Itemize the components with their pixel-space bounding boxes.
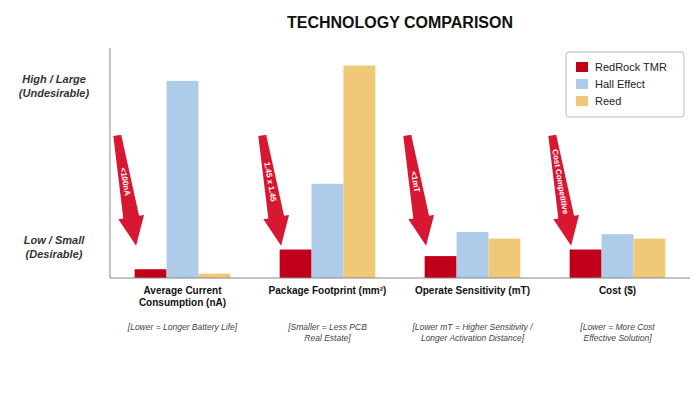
annotation-arrow-group: <1mT (394, 133, 438, 248)
bar (488, 239, 520, 278)
bar (312, 184, 344, 278)
legend-swatch (576, 62, 588, 72)
y-axis-line (110, 48, 111, 278)
legend-box (566, 52, 684, 117)
category-note: [Smaller = Less PCBReal Estate] (287, 322, 367, 343)
legend-label: Reed (595, 95, 621, 107)
annotation-text: <100nA (118, 167, 132, 197)
bar (280, 250, 312, 278)
annotation-text: <1mT (409, 171, 421, 193)
category-note: [Lower = More CostEffective Solution] (579, 322, 655, 343)
arrow (539, 133, 583, 248)
bar (570, 250, 602, 278)
annotation-arrow-group: <100nA (104, 133, 148, 248)
legend-swatch (576, 96, 588, 106)
bar (198, 274, 230, 278)
x-axis-line (110, 278, 690, 279)
legend-label: Hall Effect (595, 78, 645, 90)
bar (602, 234, 634, 278)
category-label: Package Footprint (mm²) (269, 285, 387, 296)
arrow (394, 133, 438, 248)
arrow (104, 133, 148, 248)
bar (135, 269, 167, 278)
arrow (249, 133, 293, 248)
legend-swatch (576, 79, 588, 89)
category-label: Operate Sensitivity (mT) (415, 285, 530, 296)
chart: TECHNOLOGY COMPARISON High / Large(Undesi… (0, 0, 700, 399)
category-note: [Lower = Longer Battery Life] (127, 322, 238, 332)
category-label: Average CurrentConsumption (nA) (139, 285, 226, 308)
category-label: Cost ($) (599, 285, 636, 296)
y-label-top: High / Large(Undesirable) (19, 73, 90, 99)
title: TECHNOLOGY COMPARISON (287, 14, 513, 31)
bar (167, 81, 199, 278)
bar (343, 66, 375, 278)
annotations: <100nA 1.45 x 1.45 <1mT Cost Competitive (104, 133, 583, 248)
bar (425, 256, 457, 278)
legend: RedRock TMR Hall Effect Reed (566, 52, 684, 117)
bar (633, 239, 665, 278)
legend-label: RedRock TMR (595, 61, 667, 73)
annotation-arrow-group: Cost Competitive (539, 133, 583, 248)
annotation-text: 1.45 x 1.45 (262, 161, 278, 203)
category-note: [Lower mT = Higher Sensitivity /Longer A… (411, 322, 534, 343)
y-label-bottom: Low / Small(Desirable) (24, 234, 85, 260)
bars (135, 66, 666, 278)
bar (457, 232, 489, 278)
annotation-text: Cost Competitive (550, 149, 570, 216)
annotation-arrow-group: 1.45 x 1.45 (249, 133, 293, 248)
